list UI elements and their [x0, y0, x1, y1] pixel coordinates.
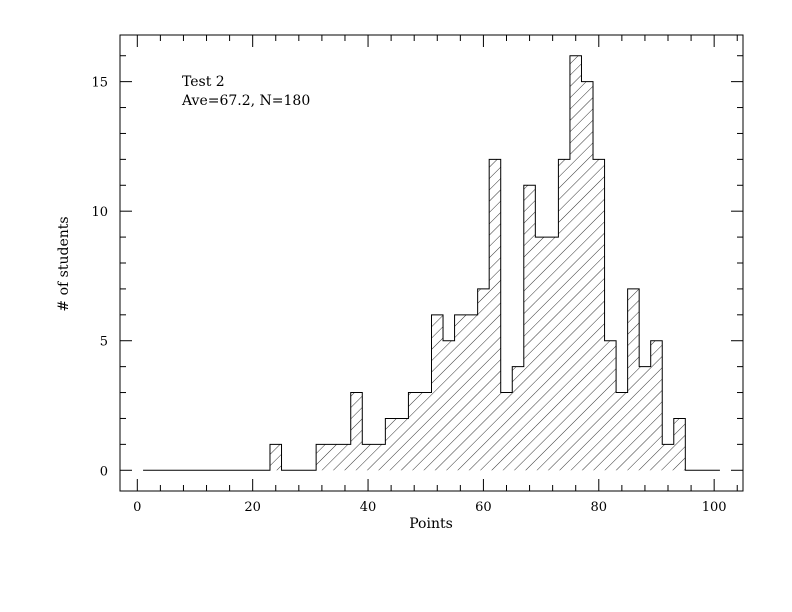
x-tick-label: 0	[133, 500, 141, 515]
histogram-bar	[673, 418, 686, 471]
histogram-bar	[604, 340, 617, 471]
y-tick-label: 10	[91, 205, 108, 220]
histogram-bar	[408, 392, 432, 471]
axis-ticks	[120, 35, 743, 491]
histogram-bar	[477, 288, 490, 471]
histogram-bar	[616, 392, 628, 471]
x-tick-label: 100	[702, 500, 727, 515]
histogram-bar	[535, 237, 559, 471]
histogram-bar	[558, 159, 570, 471]
y-tick-label: 5	[100, 335, 108, 350]
histogram-bar	[639, 366, 651, 471]
histogram-bar	[650, 340, 663, 471]
histogram-bar	[593, 159, 605, 471]
histogram-bar	[362, 444, 386, 471]
histogram-bar	[523, 185, 536, 471]
annotation-line-1: Test 2	[182, 74, 225, 90]
histogram-bar	[489, 159, 501, 471]
x-tick-label: 80	[591, 500, 608, 515]
histogram-bar	[350, 392, 363, 471]
histogram-bar	[581, 81, 594, 471]
histogram-bar	[385, 418, 409, 471]
y-tick-label: 15	[91, 76, 108, 91]
histogram-bar	[431, 314, 444, 471]
y-axis-label: # of students	[56, 216, 72, 311]
histogram-outline	[143, 55, 720, 471]
x-tick-label: 40	[360, 500, 377, 515]
y-tick-label: 0	[100, 464, 108, 479]
y-tick-labels: 0 5 10 15	[91, 76, 108, 480]
histogram-bar	[500, 392, 513, 471]
annotation-line-2: Ave=67.2, N=180	[181, 93, 310, 109]
histogram-bar	[269, 444, 282, 471]
histogram-bar	[512, 366, 524, 471]
histogram-bar	[569, 55, 582, 471]
histogram-bars	[269, 55, 686, 471]
x-tick-label: 60	[475, 500, 492, 515]
x-axis-label: Points	[409, 516, 453, 532]
x-tick-labels: 0 20 40 60 80 100	[133, 500, 726, 515]
x-tick-label: 20	[244, 500, 261, 515]
histogram-bar	[627, 288, 640, 471]
histogram-bar	[443, 340, 455, 471]
histogram-bar	[454, 314, 478, 471]
histogram-bar	[316, 444, 351, 471]
histogram-bar	[662, 444, 674, 471]
